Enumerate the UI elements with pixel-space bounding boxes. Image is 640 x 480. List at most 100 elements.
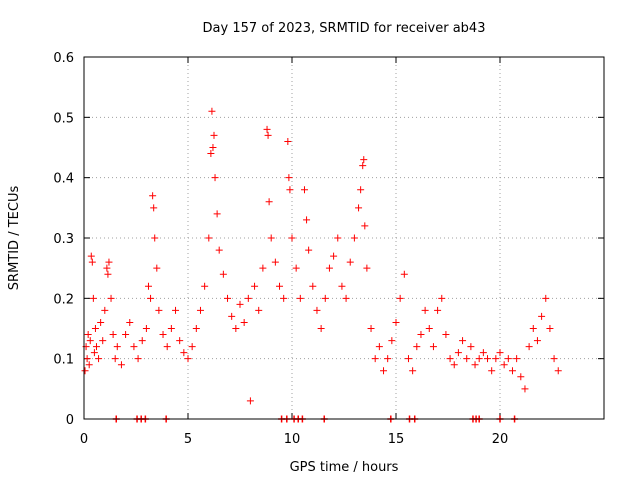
- data-point: [363, 264, 371, 272]
- plot-frame: [83, 56, 605, 420]
- data-point: [265, 198, 273, 206]
- data-point: [180, 349, 188, 357]
- x-tick-label: 20: [492, 432, 509, 447]
- data-point: [400, 270, 408, 278]
- data-point: [111, 355, 119, 363]
- data-point: [438, 294, 446, 302]
- data-point: [142, 325, 150, 332]
- data-point: [459, 337, 467, 345]
- data-point: [417, 331, 425, 339]
- data-point: [361, 222, 369, 230]
- data-point: [105, 258, 113, 266]
- data-point: [380, 367, 388, 375]
- data-point: [375, 343, 383, 351]
- data-point: [264, 131, 272, 139]
- data-point: [303, 216, 311, 224]
- y-tick-label: 0.5: [53, 111, 74, 126]
- data-point: [357, 186, 365, 194]
- data-point: [533, 337, 541, 345]
- data-point: [92, 343, 100, 351]
- data-point: [292, 264, 300, 272]
- data-point: [479, 349, 487, 357]
- data-point: [305, 246, 313, 254]
- data-point: [97, 318, 105, 326]
- data-point: [184, 355, 192, 363]
- data-point: [267, 234, 275, 242]
- y-tick-label: 0.4: [53, 172, 74, 187]
- data-point: [134, 355, 142, 363]
- data-point: [313, 306, 321, 314]
- data-point: [471, 361, 479, 369]
- data-point: [153, 264, 161, 272]
- data-point: [163, 343, 171, 351]
- data-point: [144, 282, 152, 290]
- data-point: [554, 367, 562, 375]
- data-point: [107, 294, 115, 302]
- data-point: [201, 282, 209, 290]
- data-point: [330, 252, 338, 260]
- data-point: [280, 294, 288, 302]
- data-point: [371, 355, 379, 363]
- data-point: [508, 367, 516, 375]
- data-point: [492, 355, 500, 363]
- data-point: [251, 282, 259, 290]
- data-point: [205, 234, 213, 242]
- data-point: [359, 162, 367, 170]
- data-point: [85, 361, 93, 369]
- data-point: [309, 282, 317, 290]
- data-point: [84, 331, 92, 339]
- data-point: [109, 331, 117, 339]
- data-point: [450, 361, 458, 369]
- data-point: [196, 306, 204, 314]
- data-point: [342, 294, 350, 302]
- data-point: [463, 355, 471, 363]
- data-point: [224, 294, 232, 302]
- data-point: [259, 264, 267, 272]
- data-point: [284, 137, 292, 145]
- data-point: [176, 337, 184, 345]
- data-point: [188, 343, 196, 351]
- data-point: [138, 337, 146, 345]
- data-point: [286, 186, 294, 194]
- data-point: [325, 264, 333, 272]
- data-point: [388, 337, 396, 345]
- data-point: [89, 294, 97, 302]
- data-point: [208, 107, 216, 115]
- data-point: [167, 325, 175, 332]
- data-point: [546, 325, 554, 332]
- data-point: [542, 294, 550, 302]
- data-point: [285, 174, 293, 182]
- data-point: [236, 300, 244, 308]
- data-point: [350, 234, 358, 242]
- y-tick-label: 0.6: [53, 51, 74, 66]
- y-axis-label: SRMTID / TECUs: [7, 186, 22, 291]
- data-point: [271, 258, 279, 266]
- data-point: [500, 361, 508, 369]
- data-point: [396, 294, 404, 302]
- data-point: [83, 355, 91, 363]
- data-point: [404, 355, 412, 363]
- y-tick-label: 0.2: [53, 292, 74, 307]
- data-point: [300, 186, 308, 194]
- data-point: [454, 349, 462, 357]
- data-points: [81, 107, 562, 423]
- data-point: [263, 125, 271, 133]
- data-point: [103, 264, 111, 272]
- data-point: [228, 312, 236, 320]
- data-point: [213, 210, 221, 218]
- data-point: [95, 355, 103, 363]
- data-point: [550, 355, 558, 363]
- data-point: [346, 258, 354, 266]
- y-tick-label: 0: [66, 413, 74, 428]
- y-tick-label: 0.3: [53, 232, 74, 247]
- data-point: [392, 318, 400, 326]
- data-point: [155, 306, 163, 314]
- data-point: [130, 343, 138, 351]
- data-point: [149, 192, 157, 200]
- data-point: [209, 144, 217, 151]
- data-point: [513, 355, 521, 363]
- data-point: [192, 325, 200, 332]
- data-point: [360, 156, 368, 164]
- data-point: [475, 355, 483, 363]
- data-point: [525, 343, 533, 351]
